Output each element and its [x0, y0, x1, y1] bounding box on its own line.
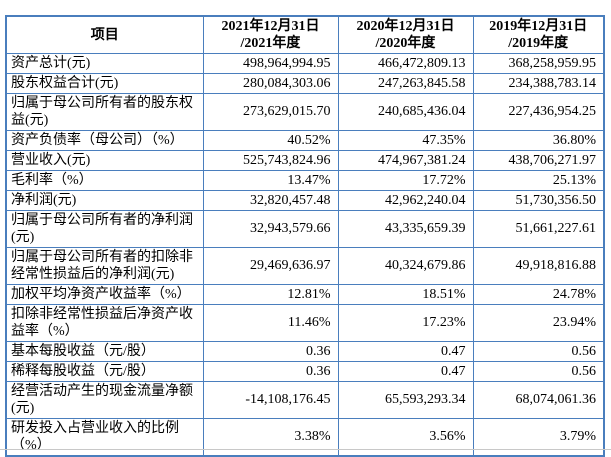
- value-cell: 0.47: [337, 341, 474, 362]
- period-year-line: /2021年度: [240, 36, 301, 51]
- value-cell: 438,706,271.97: [472, 150, 605, 171]
- value-cell: 0.56: [472, 361, 605, 382]
- table-row: 净利润(元) 32,820,457.48 42,962,240.04 51,73…: [5, 190, 605, 211]
- row-label-cell: 归属于母公司所有者的净利润(元): [5, 210, 204, 248]
- value-cell: 247,263,845.58: [337, 73, 474, 94]
- header-row: 项目 2021年12月31日 /2021年度 2020年12月31日 /2020…: [5, 15, 605, 54]
- column-header-item: 项目: [5, 15, 204, 54]
- value-cell: 3.56%: [337, 418, 474, 457]
- value-cell: 273,629,015.70: [202, 93, 339, 131]
- period-date-line: 2020年12月31日: [356, 19, 455, 34]
- value-cell: 11.46%: [202, 304, 339, 342]
- table-row: 营业收入(元) 525,743,824.96 474,967,381.24 43…: [5, 150, 605, 171]
- table-row: 扣除非经常性损益后净资产收益率（%） 11.46% 17.23% 23.94%: [5, 304, 605, 342]
- value-cell: 474,967,381.24: [337, 150, 474, 171]
- row-label-cell: 毛利率（%）: [5, 170, 204, 191]
- value-cell: 0.56: [472, 341, 605, 362]
- value-cell: 47.35%: [337, 130, 474, 151]
- table-row: 基本每股收益（元/股） 0.36 0.47 0.56: [5, 341, 605, 362]
- row-label-cell: 经营活动产生的现金流量净额(元): [5, 381, 204, 419]
- value-cell: 65,593,293.34: [337, 381, 474, 419]
- value-cell: 42,962,240.04: [337, 190, 474, 211]
- table-row: 资产负债率（母公司）（%） 40.52% 47.35% 36.80%: [5, 130, 605, 151]
- value-cell: 17.23%: [337, 304, 474, 342]
- value-cell: 227,436,954.25: [472, 93, 605, 131]
- value-cell: 234,388,783.14: [472, 73, 605, 94]
- table-row: 股东权益合计(元) 280,084,303.06 247,263,845.58 …: [5, 73, 605, 94]
- table-row: 毛利率（%） 13.47% 17.72% 25.13%: [5, 170, 605, 191]
- value-cell: 0.36: [202, 341, 339, 362]
- value-cell: 13.47%: [202, 170, 339, 191]
- column-header-2020: 2020年12月31日 /2020年度: [337, 15, 474, 54]
- row-label-cell: 加权平均净资产收益率（%）: [5, 284, 204, 305]
- value-cell: 466,472,809.13: [337, 53, 474, 74]
- column-header-2019: 2019年12月31日 /2019年度: [472, 15, 605, 54]
- page-bottom-divider: [0, 449, 611, 450]
- value-cell: 36.80%: [472, 130, 605, 151]
- value-cell: 498,964,994.95: [202, 53, 339, 74]
- value-cell: 23.94%: [472, 304, 605, 342]
- row-label-cell: 资产负债率（母公司）（%）: [5, 130, 204, 151]
- value-cell: -14,108,176.45: [202, 381, 339, 419]
- period-year-line: /2019年度: [508, 36, 569, 51]
- financial-summary-table: 项目 2021年12月31日 /2021年度 2020年12月31日 /2020…: [5, 15, 605, 457]
- row-label-cell: 基本每股收益（元/股）: [5, 341, 204, 362]
- table-row: 归属于母公司所有者的扣除非经常性损益后的净利润(元) 29,469,636.97…: [5, 247, 605, 285]
- table-row: 经营活动产生的现金流量净额(元) -14,108,176.45 65,593,2…: [5, 381, 605, 419]
- value-cell: 12.81%: [202, 284, 339, 305]
- value-cell: 51,661,227.61: [472, 210, 605, 248]
- row-label-cell: 稀释每股收益（元/股）: [5, 361, 204, 382]
- row-label-cell: 股东权益合计(元): [5, 73, 204, 94]
- value-cell: 43,335,659.39: [337, 210, 474, 248]
- value-cell: 25.13%: [472, 170, 605, 191]
- value-cell: 280,084,303.06: [202, 73, 339, 94]
- value-cell: 3.79%: [472, 418, 605, 457]
- value-cell: 32,820,457.48: [202, 190, 339, 211]
- row-label-cell: 研发投入占营业收入的比例（%）: [5, 418, 204, 457]
- period-date-line: 2021年12月31日: [221, 19, 320, 34]
- column-header-2021: 2021年12月31日 /2021年度: [202, 15, 339, 54]
- value-cell: 51,730,356.50: [472, 190, 605, 211]
- table-row: 归属于母公司所有者的股东权益(元) 273,629,015.70 240,685…: [5, 93, 605, 131]
- value-cell: 49,918,816.88: [472, 247, 605, 285]
- table-row: 归属于母公司所有者的净利润(元) 32,943,579.66 43,335,65…: [5, 210, 605, 248]
- value-cell: 0.47: [337, 361, 474, 382]
- row-label-cell: 归属于母公司所有者的股东权益(元): [5, 93, 204, 131]
- value-cell: 0.36: [202, 361, 339, 382]
- row-label-cell: 资产总计(元): [5, 53, 204, 74]
- value-cell: 240,685,436.04: [337, 93, 474, 131]
- value-cell: 68,074,061.36: [472, 381, 605, 419]
- table-row: 研发投入占营业收入的比例（%） 3.38% 3.56% 3.79%: [5, 418, 605, 457]
- value-cell: 40,324,679.86: [337, 247, 474, 285]
- value-cell: 32,943,579.66: [202, 210, 339, 248]
- table-row: 加权平均净资产收益率（%） 12.81% 18.51% 24.78%: [5, 284, 605, 305]
- value-cell: 17.72%: [337, 170, 474, 191]
- table-row: 资产总计(元) 498,964,994.95 466,472,809.13 36…: [5, 53, 605, 74]
- value-cell: 18.51%: [337, 284, 474, 305]
- period-year-line: /2020年度: [375, 36, 436, 51]
- row-label-cell: 营业收入(元): [5, 150, 204, 171]
- value-cell: 24.78%: [472, 284, 605, 305]
- value-cell: 368,258,959.95: [472, 53, 605, 74]
- value-cell: 40.52%: [202, 130, 339, 151]
- value-cell: 3.38%: [202, 418, 339, 457]
- row-label-cell: 净利润(元): [5, 190, 204, 211]
- period-date-line: 2019年12月31日: [489, 19, 588, 34]
- value-cell: 525,743,824.96: [202, 150, 339, 171]
- value-cell: 29,469,636.97: [202, 247, 339, 285]
- row-label-cell: 扣除非经常性损益后净资产收益率（%）: [5, 304, 204, 342]
- table-row: 稀释每股收益（元/股） 0.36 0.47 0.56: [5, 361, 605, 382]
- row-label-cell: 归属于母公司所有者的扣除非经常性损益后的净利润(元): [5, 247, 204, 285]
